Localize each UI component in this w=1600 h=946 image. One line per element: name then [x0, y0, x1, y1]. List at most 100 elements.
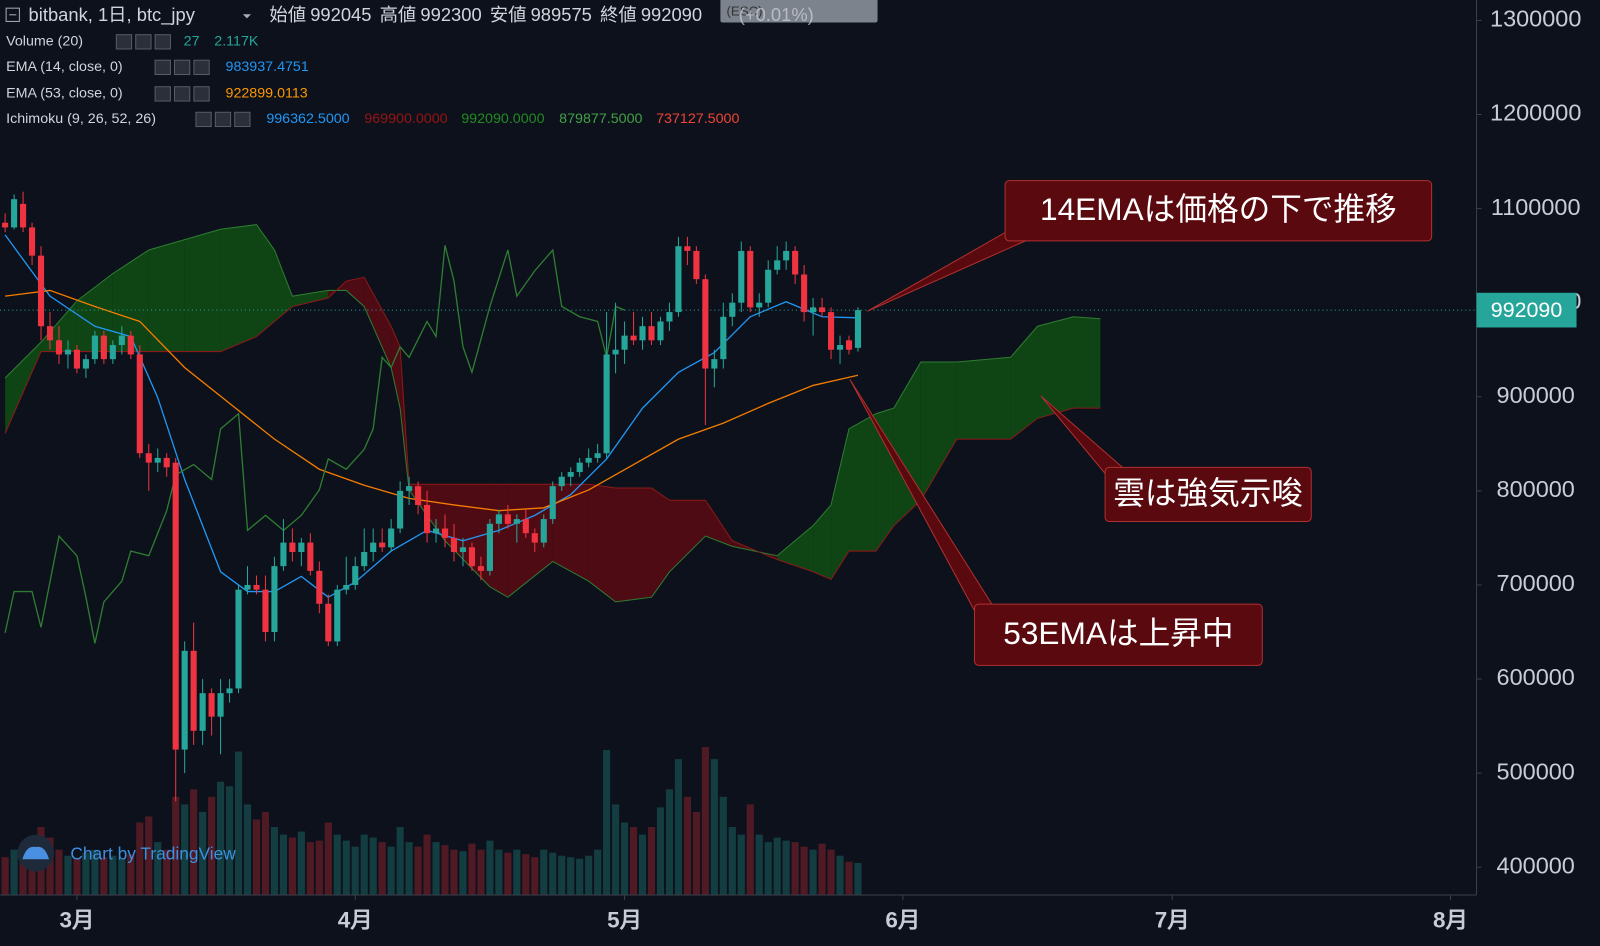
quote-value: 992090 — [641, 4, 702, 25]
quote-label: 終値 — [600, 4, 637, 25]
indicator-icon[interactable] — [234, 111, 251, 128]
x-tick-label: 7月 — [1155, 907, 1190, 932]
indicator-icon[interactable] — [135, 34, 152, 50]
candle-body — [675, 246, 682, 313]
indicator-value: 27 — [184, 34, 200, 50]
y-tick-label: 600000 — [1497, 664, 1575, 690]
volume-bar — [118, 858, 126, 895]
candle-body — [486, 523, 493, 571]
volume-bar — [522, 854, 530, 895]
candle-body — [145, 453, 152, 463]
volume-bar — [82, 852, 90, 895]
candle-body — [423, 504, 431, 534]
volume-bar — [378, 842, 386, 895]
candle-body — [432, 528, 440, 534]
volume-bar — [261, 811, 270, 895]
volume-bar — [432, 842, 440, 895]
candle-body — [648, 326, 655, 341]
candle-body — [100, 335, 107, 360]
dropdown[interactable] — [242, 14, 252, 19]
indicator-name: Ichimoku (9, 26, 52, 26) — [6, 111, 156, 127]
symbol: bitbank, 1日, btc_jpy — [29, 4, 196, 26]
candle-body — [208, 693, 215, 717]
candle-body — [854, 310, 862, 348]
volume-bar — [576, 858, 584, 895]
candle-body — [397, 490, 404, 529]
y-tick-label: 400000 — [1497, 852, 1575, 878]
candle-body — [361, 552, 368, 567]
volume-bar — [369, 837, 377, 895]
candle-body — [792, 250, 799, 275]
indicator-icon[interactable] — [173, 86, 191, 102]
volume-bar — [154, 842, 162, 895]
volume-bar — [91, 849, 99, 895]
indicator-icon[interactable] — [193, 59, 210, 76]
indicator-icon[interactable] — [193, 86, 210, 102]
annotation-text: 雲は強気示唆 — [1113, 475, 1303, 511]
candle-body — [693, 250, 700, 280]
volume-bar — [800, 846, 808, 895]
volume-bar — [127, 854, 135, 895]
volume-bar — [64, 855, 72, 895]
volume-bar — [234, 751, 243, 895]
candle-body — [836, 345, 844, 350]
annotation-text: 53EMAは上昇中 — [1003, 615, 1233, 651]
annotation-text: 14EMAは価格の下で推移 — [1040, 191, 1397, 227]
candle-body — [729, 302, 736, 317]
volume-bar — [504, 852, 512, 895]
candle-body — [666, 312, 673, 322]
indicator-icon[interactable] — [195, 111, 212, 128]
volume-bar — [342, 840, 350, 895]
candle-body — [262, 589, 269, 632]
indicator-icon[interactable] — [115, 34, 133, 50]
quote-label: 高値 — [380, 4, 417, 25]
volume-bar — [674, 759, 683, 895]
cloud-segment — [274, 249, 293, 322]
indicator-value: 983937.4751 — [226, 59, 309, 75]
volume-bar — [55, 849, 63, 895]
x-tick-label: 3月 — [59, 907, 94, 932]
candle-body — [244, 584, 251, 590]
annotation-box — [973, 603, 1263, 666]
volume-bar — [531, 857, 539, 895]
indicator-icon[interactable] — [214, 111, 232, 128]
logo-cloud — [22, 846, 49, 860]
collapse-icon[interactable] — [5, 7, 20, 22]
candle-body — [37, 255, 45, 327]
indicator-icon[interactable] — [154, 86, 171, 102]
indicator-icon[interactable] — [154, 34, 171, 50]
candle-body — [298, 542, 305, 553]
cloud-segment — [1073, 316, 1101, 409]
tooltip-box — [720, 0, 878, 23]
volume-bar — [692, 811, 700, 895]
candle-body — [109, 345, 116, 360]
candle-body — [810, 307, 817, 313]
y-tick-label: 700000 — [1497, 570, 1575, 596]
volume-bar — [737, 834, 745, 895]
cloud-segment — [391, 326, 401, 409]
volume-bar — [19, 852, 27, 895]
candle-body — [64, 349, 72, 355]
indicator-icon[interactable] — [173, 59, 191, 76]
cloud-segment — [651, 488, 670, 598]
candle-body — [567, 472, 574, 477]
volume-bar — [46, 837, 54, 895]
indicator-icon[interactable] — [154, 59, 171, 76]
overlay: (ESC) bitbank, 1日, btc_jpy Chart by Trad… — [5, 0, 878, 872]
candle-body — [127, 335, 134, 355]
indicator-line — [4, 245, 625, 644]
annotation-box — [1104, 466, 1312, 522]
volume-bar — [208, 796, 216, 895]
indicator-line — [5, 289, 859, 512]
cloud-segment — [1037, 316, 1074, 419]
volume-bar — [190, 789, 198, 895]
cloud-segment — [507, 484, 553, 598]
volume-bar — [324, 822, 332, 895]
candle-body — [46, 326, 54, 341]
candle-body — [702, 279, 709, 369]
candle-body — [181, 650, 188, 750]
candle-body — [845, 340, 853, 350]
candle-body — [334, 589, 341, 642]
volume-bar — [728, 827, 736, 895]
